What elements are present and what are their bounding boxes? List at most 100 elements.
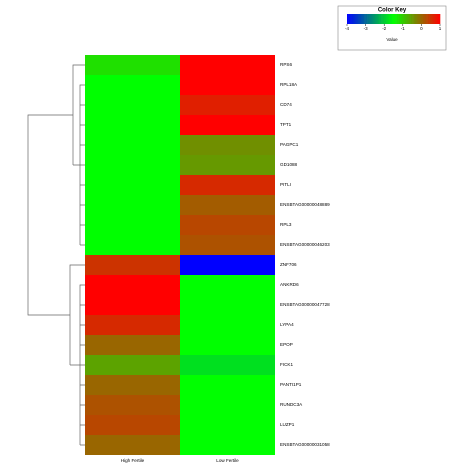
heat-cell xyxy=(85,355,180,375)
heat-cell xyxy=(180,215,275,235)
row-label: ENSBTAG00000031058 xyxy=(280,442,330,447)
heat-cell xyxy=(85,295,180,315)
color-key-segment xyxy=(424,14,427,24)
row-label: PITLI xyxy=(280,182,291,187)
color-key-segment xyxy=(359,14,362,24)
dendrogram xyxy=(27,64,85,446)
heat-cell xyxy=(180,275,275,295)
row-label: PAGPC1 xyxy=(280,142,299,147)
heat-cell xyxy=(180,155,275,175)
key-tick-label: -2 xyxy=(382,26,386,31)
row-label: ANKRD6 xyxy=(280,282,299,287)
heat-cell xyxy=(85,135,180,155)
heat-cell xyxy=(180,335,275,355)
color-key-segment xyxy=(430,14,433,24)
color-key-segment xyxy=(398,14,400,24)
color-key-segment xyxy=(413,14,416,24)
color-key-segment xyxy=(433,14,436,24)
heat-cell xyxy=(85,335,180,355)
row-label: RUNDC3A xyxy=(280,402,303,407)
color-key-segment xyxy=(404,14,407,24)
color-key-segment xyxy=(435,14,438,24)
color-key-segment xyxy=(354,14,357,24)
row-label: PANTI1P1 xyxy=(280,382,302,387)
color-key-segment xyxy=(391,14,394,24)
color-key-segment xyxy=(381,14,383,24)
color-key-segment xyxy=(373,14,376,24)
heat-cell xyxy=(85,215,180,235)
heat-cell xyxy=(180,415,275,435)
row-label: ENSBTAG00000047728 xyxy=(280,302,330,307)
heat-cell xyxy=(85,275,180,295)
heat-cell xyxy=(85,75,180,95)
row-label: LUZP1 xyxy=(280,422,295,427)
row-label: GD1088 xyxy=(280,162,298,167)
row-label: FICK1 xyxy=(280,362,293,367)
heat-cell xyxy=(180,175,275,195)
heat-cell xyxy=(85,435,180,455)
color-key-segment xyxy=(438,14,441,24)
color-key-segment xyxy=(378,14,380,24)
heat-cell xyxy=(85,235,180,255)
heat-cell xyxy=(180,75,275,95)
heat-cell xyxy=(85,95,180,115)
color-key-segment xyxy=(421,14,424,24)
color-key-segment xyxy=(427,14,430,24)
color-key-segment xyxy=(412,14,414,24)
color-key-segment xyxy=(399,14,402,24)
color-key-segment xyxy=(362,14,365,24)
color-key-segment xyxy=(382,14,385,24)
color-key-segment xyxy=(347,14,349,24)
heat-cell xyxy=(180,315,275,335)
color-key-segment xyxy=(387,14,390,24)
heat-cell xyxy=(180,375,275,395)
heat-cell xyxy=(180,55,275,75)
color-key-segment xyxy=(357,14,360,24)
color-key-segment xyxy=(367,14,369,24)
heat-cell xyxy=(85,315,180,335)
heat-cell xyxy=(180,355,275,375)
color-key-segment xyxy=(385,14,388,24)
row-label: ENSBTAG00000046203 xyxy=(280,242,330,247)
color-key-segment xyxy=(429,14,431,24)
heat-cell xyxy=(85,395,180,415)
color-key-segment xyxy=(376,14,379,24)
color-key-segment xyxy=(422,14,425,24)
color-key-segment xyxy=(348,14,351,24)
color-key-segment xyxy=(416,14,419,24)
color-key-segment xyxy=(405,14,408,24)
key-tick-label: 0 xyxy=(420,26,423,31)
row-label: TPT1 xyxy=(280,122,292,127)
row-label: RPL18A xyxy=(280,82,298,87)
row-label: RPS6 xyxy=(280,62,292,67)
color-key-segment xyxy=(402,14,405,24)
color-key-segment xyxy=(353,14,356,24)
color-key-segment xyxy=(379,14,382,24)
color-key-segment xyxy=(350,14,352,24)
color-key-segment xyxy=(396,14,399,24)
color-key-segment xyxy=(432,14,435,24)
heat-cell xyxy=(180,435,275,455)
column-label: High Fertile xyxy=(121,458,145,463)
legend-xlabel: Value xyxy=(386,37,398,42)
heat-cell xyxy=(180,295,275,315)
legend-box xyxy=(337,5,447,51)
color-key-segment xyxy=(370,14,373,24)
key-tick-label: -1 xyxy=(401,26,405,31)
color-key-segment xyxy=(393,14,396,24)
heat-cell xyxy=(180,115,275,135)
color-key-segment xyxy=(351,14,354,24)
legend-title: Color Key xyxy=(378,8,407,14)
color-key-segment xyxy=(395,14,397,24)
color-key-segment xyxy=(418,14,421,24)
key-tick-label: -4 xyxy=(345,26,349,31)
color-key-segment xyxy=(436,14,439,24)
heat-cell xyxy=(85,375,180,395)
color-key-segment xyxy=(371,14,374,24)
heat-cell xyxy=(180,195,275,215)
color-key-segment xyxy=(374,14,377,24)
color-key-segment xyxy=(368,14,371,24)
row-label: LYPA4 xyxy=(280,322,294,327)
color-key-segment xyxy=(388,14,391,24)
heat-cell xyxy=(180,235,275,255)
